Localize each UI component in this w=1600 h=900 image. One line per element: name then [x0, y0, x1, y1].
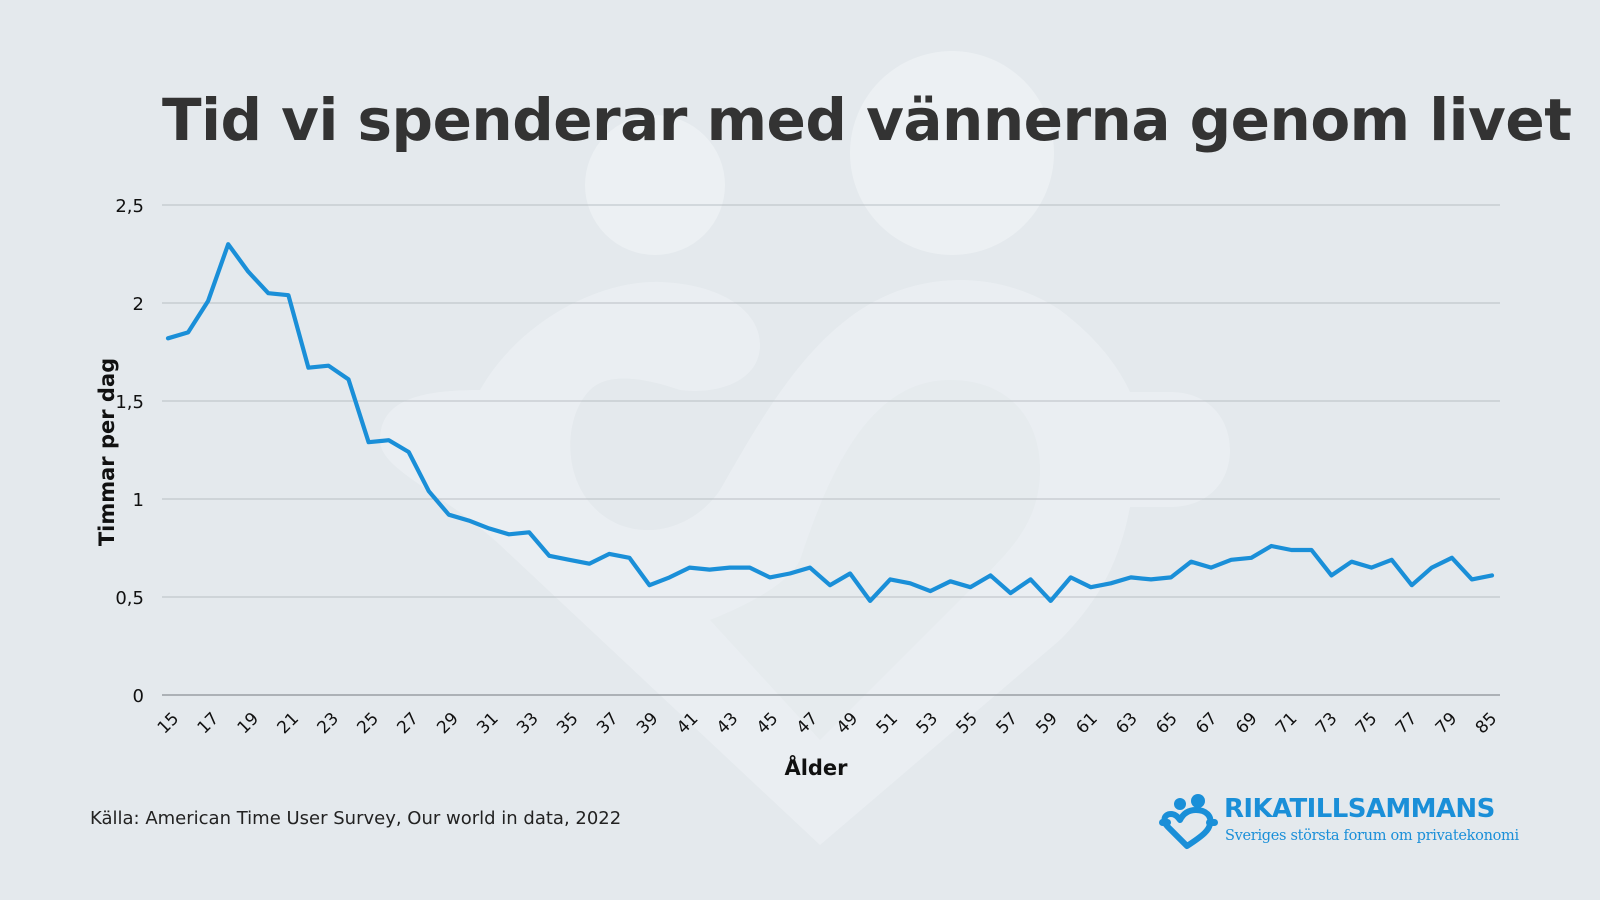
x-tick-label: 61 — [1072, 709, 1101, 738]
x-tick-label: 69 — [1232, 709, 1261, 738]
y-axis-label: Timmar per dag — [95, 358, 119, 546]
x-tick-label: 45 — [753, 709, 782, 738]
x-tick-label: 51 — [873, 709, 902, 738]
chart-title: Tid vi spenderar med vännerna genom live… — [162, 86, 1572, 154]
x-tick-label: 21 — [274, 709, 303, 738]
logo-people-heart-icon — [1159, 794, 1218, 849]
x-tick-label: 73 — [1312, 709, 1341, 738]
x-tick-label: 77 — [1392, 709, 1421, 738]
series-line — [165, 242, 1495, 604]
x-tick-label: 17 — [194, 709, 223, 738]
x-tick-label: 27 — [393, 709, 422, 738]
x-tick-label: 39 — [633, 709, 662, 738]
x-tick-label: 15 — [154, 709, 183, 738]
x-tick-label: 53 — [913, 709, 942, 738]
gridlines — [162, 204, 1500, 696]
x-tick-label: 31 — [473, 709, 502, 738]
x-tick-label: 55 — [953, 709, 982, 738]
x-tick-label: 63 — [1112, 709, 1141, 738]
x-tick-label: 37 — [593, 709, 622, 738]
source-note: Källa: American Time User Survey, Our wo… — [90, 808, 622, 829]
x-tick-label: 67 — [1192, 709, 1221, 738]
x-axis-label: Ålder — [784, 755, 848, 780]
x-tick-label: 49 — [833, 709, 862, 738]
logo-tagline: Sveriges största forum om privatekonomi — [1225, 828, 1519, 844]
logo-name: RIKATILLSAMMANS — [1224, 794, 1495, 824]
x-tick-label: 41 — [673, 709, 702, 738]
x-tick-label: 33 — [513, 709, 542, 738]
y-tick-label: 0,5 — [115, 588, 144, 609]
x-tick-label: 19 — [234, 709, 263, 738]
y-tick-label: 2,5 — [115, 196, 144, 217]
y-tick-labels: 0 0,5 1 1,5 2 2,5 — [115, 196, 144, 707]
x-tick-label: 57 — [992, 709, 1021, 738]
x-tick-label: 85 — [1472, 709, 1501, 738]
x-tick-label: 75 — [1352, 709, 1381, 738]
x-tick-label: 25 — [353, 709, 382, 738]
x-tick-label: 79 — [1432, 709, 1461, 738]
brand-logo[interactable]: RIKATILLSAMMANS Sveriges största forum o… — [1156, 792, 1519, 852]
x-tick-label: 71 — [1272, 709, 1301, 738]
y-tick-label: 1,5 — [115, 392, 144, 413]
y-tick-label: 0 — [133, 686, 144, 707]
x-tick-labels: 15 17 19 21 23 25 27 29 31 33 35 37 39 41 43 45 47 49 51 53… — [154, 709, 1501, 738]
y-tick-label: 1 — [133, 490, 144, 511]
x-tick-label: 29 — [433, 709, 462, 738]
x-tick-label: 23 — [313, 709, 342, 738]
x-tick-label: 65 — [1152, 709, 1181, 738]
x-tick-label: 47 — [793, 709, 822, 738]
series-line-path — [165, 242, 1495, 604]
x-tick-label: 35 — [553, 709, 582, 738]
x-tick-label: 59 — [1032, 709, 1061, 738]
x-tick-label: 43 — [713, 709, 742, 738]
y-tick-label: 2 — [133, 294, 144, 315]
